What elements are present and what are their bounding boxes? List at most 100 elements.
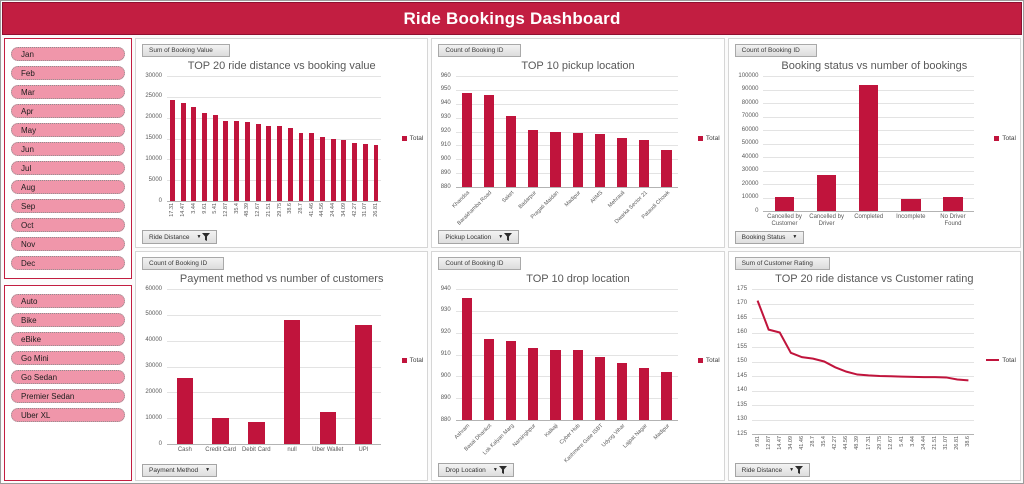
x-axis-category-label: 12.87 (222, 203, 229, 217)
x-axis-labels: 17.31 14.47 3.44 9.61 5.41 12.87 35.4 48.39 12.6… (167, 201, 381, 217)
gridline (167, 159, 382, 161)
chart-title: TOP 20 ride distance vs booking value (187, 60, 376, 72)
pivot-field-button[interactable]: Count of Booking ID (734, 44, 817, 57)
gridline (455, 376, 678, 378)
x-axis-category-label: 14.47 (180, 203, 187, 217)
filter-button-pickup-location[interactable]: Pickup Location ▼ (438, 230, 520, 244)
y-axis-tick-label: 125 (737, 430, 748, 437)
x-axis-category-label: 42.27 (832, 436, 839, 450)
y-axis-tick-label: 940 (440, 100, 451, 107)
x-axis-category-label: 48.39 (244, 203, 251, 217)
bar (234, 121, 240, 201)
filter-button-drop-location[interactable]: Drop Location ▼ (438, 463, 514, 477)
bar (901, 198, 921, 211)
chart-plot-area: 60000 50000 40000 30000 20000 10000 0 Cash Credi… (142, 286, 421, 464)
month-slicer-item-aug[interactable]: Aug (11, 180, 125, 194)
chart-legend: Total (697, 357, 720, 364)
vehicle-type-slicer: Auto Bike eBike Go Mini Go Sedan Premier Seda… (4, 285, 132, 481)
gridline (167, 138, 382, 140)
dashboard-content: Jan Feb Mar Apr May Jun Jul Aug Sep Oct Nov Dec Aut… (1, 35, 1023, 483)
bar (661, 149, 672, 187)
vehicle-slicer-item-go-sedan[interactable]: Go Sedan (11, 370, 125, 384)
y-axis-tick-label: 20000 (145, 114, 162, 121)
filter-button-ride-distance[interactable]: Ride Distance ▼ (734, 463, 811, 477)
vehicle-slicer-item-ebike[interactable]: eBike (11, 332, 125, 346)
bar (774, 196, 795, 211)
month-slicer-item-sep[interactable]: Sep (11, 199, 125, 213)
pivot-field-button[interactable]: Count of Booking ID (438, 257, 521, 270)
bar (594, 356, 606, 420)
x-axis-category-label: 34.09 (340, 203, 347, 217)
pivot-field-button[interactable]: Sum of Booking Value (142, 44, 230, 57)
gridline (752, 318, 974, 319)
bar (528, 347, 539, 420)
y-axis-tick-label: 900 (440, 155, 451, 162)
chart-panel-booking-status: Count of Booking ID Booking status vs nu… (727, 38, 1021, 248)
dashboard-header: Ride Bookings Dashboard (2, 2, 1022, 35)
x-axis-category-label: AIIMS (589, 190, 605, 205)
month-slicer-item-apr[interactable]: Apr (11, 104, 125, 118)
month-slicer-item-may[interactable]: May (11, 123, 125, 137)
gridline (455, 398, 678, 400)
filter-button-ride-distance[interactable]: Ride Distance ▼ (142, 230, 218, 244)
x-axis-category-label: 48.39 (854, 436, 861, 450)
x-axis-category-label: Madipur (652, 423, 671, 442)
x-axis-category-label: Mehrauli (607, 190, 627, 210)
y-axis-tick-label: 890 (440, 394, 451, 401)
x-axis-labels: 9.61 12.87 14.47 34.09 41.46 28.7 35.4 42.27 44.… (752, 434, 974, 450)
chart-title: TOP 10 pickup location (521, 60, 635, 72)
pivot-field-button[interactable]: Count of Booking ID (142, 257, 225, 270)
y-axis-tick-label: 30000 (741, 167, 759, 173)
month-slicer-item-mar[interactable]: Mar (11, 85, 125, 99)
filter-funnel-icon: ▼ (498, 233, 513, 241)
month-slicer-item-feb[interactable]: Feb (11, 66, 125, 80)
bar-series (763, 76, 974, 211)
legend-label: Total (1002, 134, 1016, 142)
month-slicer: Jan Feb Mar Apr May Jun Jul Aug Sep Oct Nov Dec (4, 38, 132, 279)
plot-region: 100000 90000 80000 70000 60000 50000 40000 3000… (738, 73, 974, 227)
x-axis-category-label: 31.07 (943, 436, 950, 450)
x-axis-category-label: 9.61 (754, 436, 761, 447)
month-slicer-item-oct[interactable]: Oct (11, 218, 125, 232)
vehicle-slicer-item-premier-sedan[interactable]: Premier Sedan (11, 389, 125, 403)
vehicle-slicer-item-bike[interactable]: Bike (11, 313, 125, 327)
y-axis-tick-label: 40000 (145, 337, 162, 344)
month-slicer-item-jun[interactable]: Jun (11, 142, 125, 156)
bar (362, 143, 368, 201)
gridline (752, 419, 974, 421)
chart-legend: Total (401, 357, 423, 364)
vehicle-slicer-item-auto[interactable]: Auto (11, 294, 125, 308)
gridline (455, 332, 678, 334)
y-axis-tick-label: 150 (737, 358, 748, 364)
pivot-field-button[interactable]: Count of Booking ID (438, 44, 521, 57)
month-slicer-item-jan[interactable]: Jan (11, 47, 125, 61)
filter-button-payment-method[interactable]: Payment Method ▼ (142, 464, 218, 477)
x-axis-category-label: 17.31 (169, 203, 176, 217)
x-axis-category-label: Madipur (563, 190, 582, 209)
y-axis-tick-label: 60000 (741, 126, 759, 133)
filter-button-booking-status[interactable]: Booking Status ▼ (734, 231, 805, 244)
gridline (763, 76, 974, 77)
x-axis-category-label: 44.56 (843, 436, 850, 450)
x-axis-category-label: 44.56 (319, 203, 326, 217)
chart-grid: Sum of Booking Value TOP 20 ride distanc… (135, 38, 1021, 481)
x-axis-category-label: Narsinghpur (512, 423, 538, 449)
bar (617, 363, 628, 420)
x-axis-category-label: UPI (358, 447, 369, 453)
pivot-field-button[interactable]: Sum of Customer Rating (734, 257, 830, 270)
y-axis-tick-label: 930 (440, 307, 451, 314)
month-slicer-item-jul[interactable]: Jul (11, 161, 125, 175)
vehicle-slicer-item-uber-xl[interactable]: Uber XL (11, 408, 125, 422)
chart-panel-booking-value: Sum of Booking Value TOP 20 ride distanc… (135, 38, 429, 248)
vehicle-slicer-item-go-mini[interactable]: Go Mini (11, 351, 125, 365)
gridline (455, 103, 678, 105)
month-slicer-item-nov[interactable]: Nov (11, 237, 125, 251)
x-axis-labels: Cash Credit Card Debit Card null Uber Wallet… (167, 444, 381, 454)
gridline (167, 444, 382, 445)
month-slicer-item-dec[interactable]: Dec (11, 256, 125, 270)
chart-legend: Total (994, 135, 1016, 142)
x-axis-category-label: Cash (177, 447, 192, 453)
bar (191, 107, 197, 201)
x-axis-category-label: Cyber Hub (559, 423, 582, 446)
